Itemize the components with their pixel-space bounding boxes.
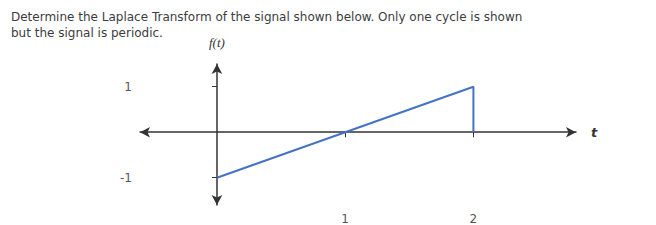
svg-text:f(t): f(t) xyxy=(209,35,225,50)
svg-text:-1: -1 xyxy=(120,171,132,185)
svg-text:1: 1 xyxy=(124,80,132,94)
svg-text:t: t xyxy=(591,125,598,140)
svg-text:Determine the Laplace Transfor: Determine the Laplace Transform of the s… xyxy=(11,10,522,24)
svg-text:2: 2 xyxy=(470,212,478,225)
svg-text:1: 1 xyxy=(341,212,349,225)
svg-text:but the signal is periodic.: but the signal is periodic. xyxy=(11,26,163,40)
